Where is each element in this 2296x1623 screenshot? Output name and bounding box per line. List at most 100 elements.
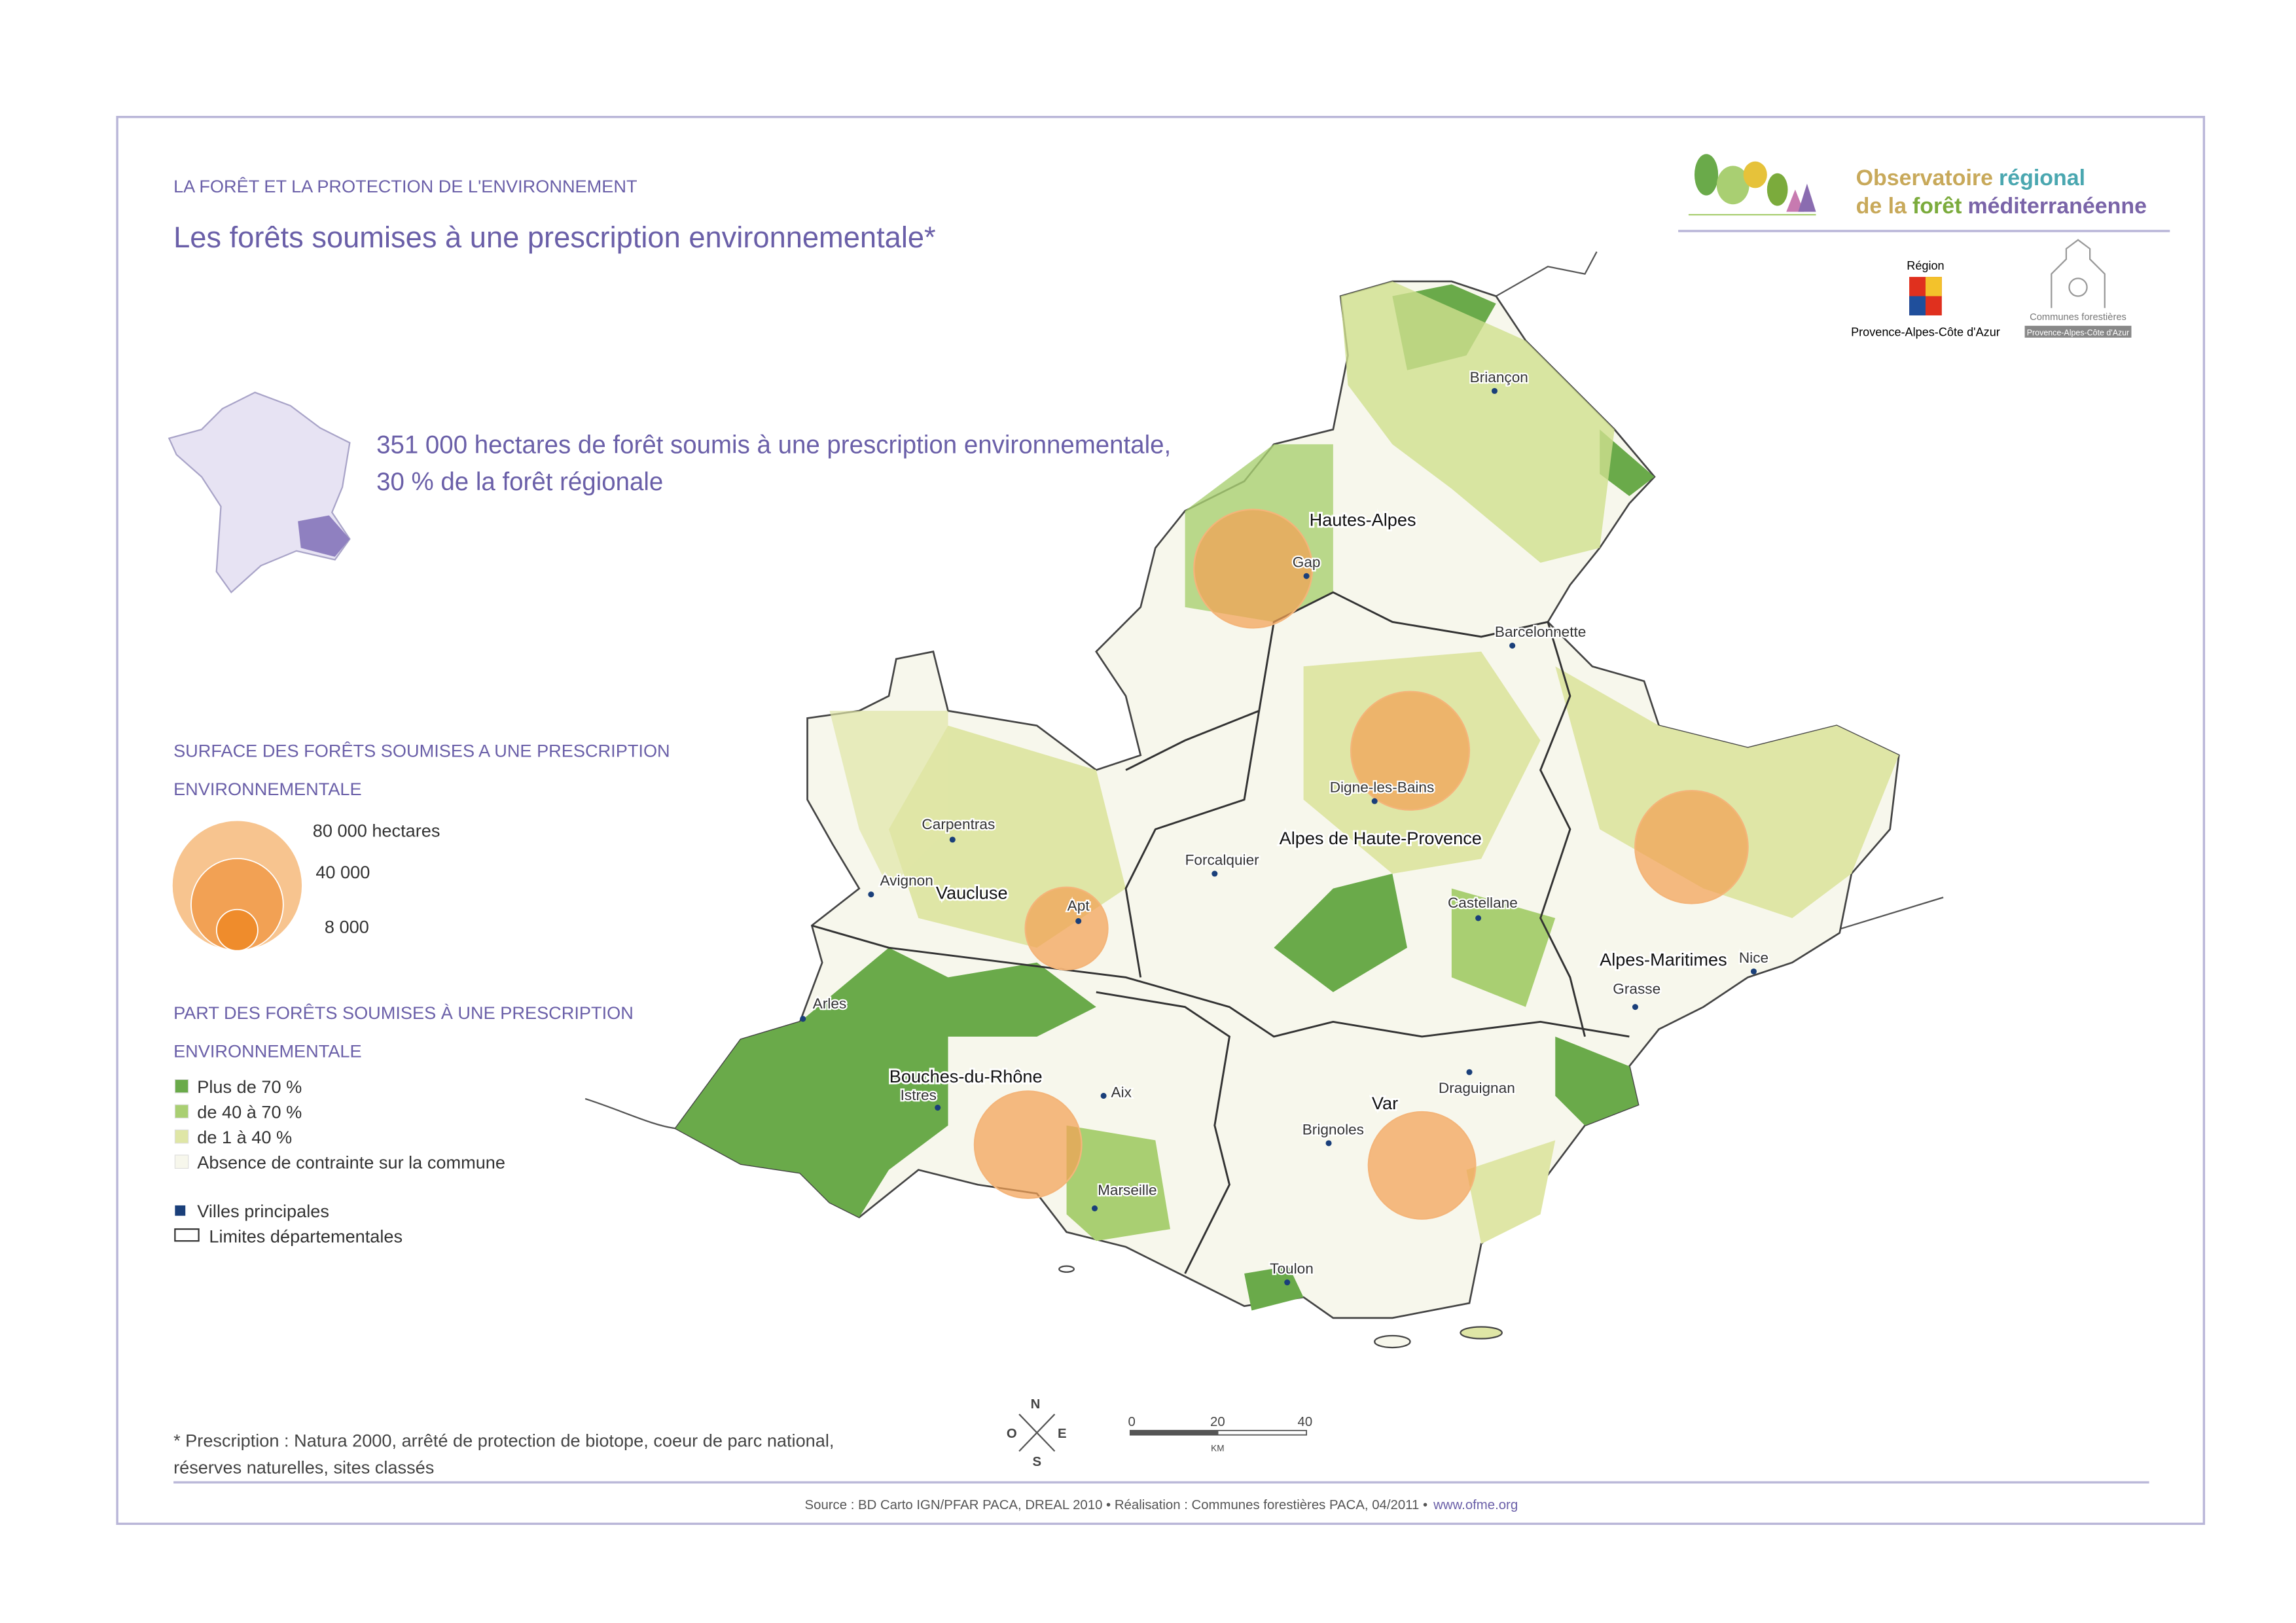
department-label: Alpes de Haute-Provence [1280,828,1482,848]
department-boundary [1096,991,1231,1274]
city-dot [935,1105,941,1111]
legend-title: PART DES FORÊTS SOUMISES À UNE PRESCRIPT… [173,1003,634,1023]
communes-label: Communes forestières [2030,312,2126,323]
source: Source : BD Carto IGN/PFAR PACA, DREAL 2… [805,1498,1518,1512]
department-boundary [1539,621,1586,1037]
department-circles [973,508,1749,1220]
compass-letter: E [1058,1427,1067,1441]
share-swatch [174,1079,189,1094]
coast [584,1097,676,1130]
logo-word: forêt [1912,194,1962,219]
department-boundary [1124,710,1261,978]
share-label: Absence de contrainte sur la commune [197,1152,505,1172]
share-swatch [174,1104,189,1118]
island [1374,1334,1411,1349]
forest-circle [1367,1111,1477,1220]
city-dot [1466,1069,1473,1075]
department-label: Var [1372,1093,1398,1113]
size-legend-label: 8 000 [325,917,369,937]
city-label: Aix [1111,1084,1132,1101]
island [1460,1326,1503,1340]
scale-label: 40 [1298,1415,1313,1429]
city-label: Draguignan [1439,1080,1515,1096]
share-label: de 1 à 40 % [197,1127,292,1147]
logo-tree [1786,189,1804,212]
city-dot [800,1016,806,1022]
forest-circle [1350,690,1471,811]
zone-low [829,711,948,889]
city-label: Briançon [1470,369,1528,385]
zone-high [675,948,1096,1217]
map-labels: Hautes-Alpes Alpes de Haute-Provence Alpes… [800,368,1770,1286]
department-boundary [811,924,1630,1038]
zone-mid [1066,1125,1170,1241]
legend-boundary-symbol [174,1228,200,1242]
kicker: LA FORÊT ET LA PROTECTION DE L'ENVIRONNE… [173,176,637,196]
scale-bar-part [1130,1430,1219,1435]
forest-circle [1193,508,1314,629]
logo-word: Observatoire [1856,166,1993,190]
logo-line2: de la forêt méditerranéenne [1856,194,2147,219]
compass-letter: N [1031,1397,1041,1412]
logo-icon [1688,154,1816,216]
share-label: Plus de 70 % [197,1077,302,1097]
city-dot [1100,1092,1107,1099]
france-paca [298,515,350,557]
city-label: Avignon [880,872,933,889]
compass-line [1018,1414,1056,1452]
legend-title: ENVIRONNEMENTALE [173,779,362,799]
zone-mid [1340,281,1615,563]
city-dot [1284,1279,1291,1286]
forest-circle [1634,789,1749,904]
legend-city-symbol [175,1205,186,1216]
communes-icon [2068,277,2088,297]
scale-label: 0 [1128,1415,1135,1429]
compass-letter: O [1007,1427,1017,1441]
zone-high [1274,874,1407,993]
city-label: Gap [1293,554,1321,571]
city-label: Castellane [1448,895,1518,911]
border [1836,897,1944,931]
footnote: * Prescription : Natura 2000, arrêté de … [173,1431,834,1451]
scale-unit: KM [1211,1444,1224,1454]
city-dot [1750,968,1757,974]
zone-high [1600,429,1655,497]
city-label: Barcelonnette [1495,624,1587,640]
department-label: Bouches-du-Rhône [889,1066,1043,1086]
logo-word: régional [1999,166,2085,190]
region-arms-part [1909,296,1926,315]
city-label: Grasse [1613,980,1660,997]
size-legend: 80 000 hectares 40 000 8 000 [171,819,440,952]
communes-icon [2051,239,2106,308]
logo-tree [1767,173,1788,206]
city-dot [1325,1140,1332,1147]
share-swatch [174,1154,189,1169]
zone-low [1555,666,1899,918]
city-label: Brignoles [1302,1121,1364,1137]
border [1496,251,1598,297]
compass-letter: S [1032,1455,1041,1469]
island [1058,1265,1075,1273]
city-label: Digne-les-Bains [1330,779,1435,796]
legend-title: ENVIRONNEMENTALE [173,1041,362,1061]
headline: 351 000 hectares de forêt soumis à une p… [376,431,1171,459]
city-dot [1075,918,1082,924]
city-label: Forcalquier [1185,851,1260,868]
scale-label: 20 [1210,1415,1225,1429]
city-label: Istres [901,1087,937,1103]
city-label: Toulon [1270,1260,1314,1277]
legend-label: Limites départementales [209,1226,403,1246]
zone-high [1555,1036,1638,1126]
source-url[interactable]: www.ofme.org [1433,1498,1518,1512]
city-dot [1303,573,1310,579]
headline: 30 % de la forêt régionale [376,468,663,496]
region-arms-part [1925,277,1942,296]
city-dot [868,891,874,898]
footnote: réserves naturelles, sites classés [173,1457,434,1477]
source-text: Source : BD Carto IGN/PFAR PACA, DREAL 2… [805,1498,1428,1512]
city-label: Apt [1067,898,1090,914]
communes-band [2024,325,2132,338]
city-dot [949,836,956,843]
city-label: Nice [1739,950,1768,966]
